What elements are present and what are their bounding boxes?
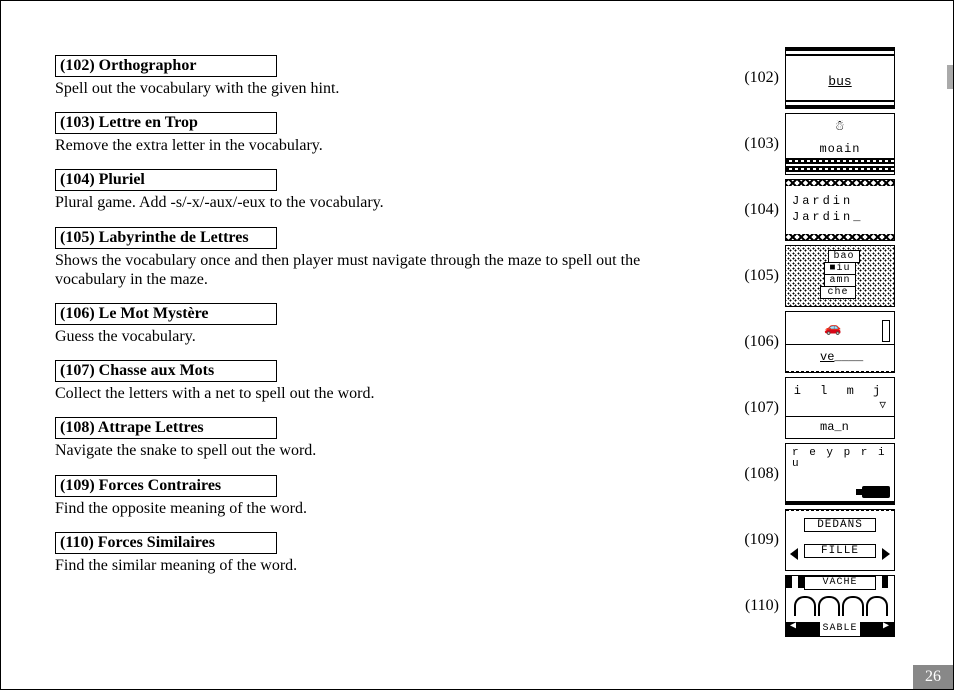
entries-column: (102) Orthographor Spell out the vocabul… — [55, 55, 675, 589]
net-icon: ▽ — [879, 398, 886, 412]
figure-label: (106) — [721, 333, 785, 351]
entry-desc: Plural game. Add -s/-x/-aux/-eux to the … — [55, 193, 675, 212]
letter-bank: i l m j — [786, 384, 894, 398]
figure-110: VACHE ◀ SABLE ▶ — [785, 575, 895, 637]
figure-104: Jardin Jardin_ — [785, 179, 895, 241]
entry-title: (105) Labyrinthe de Lettres — [55, 227, 277, 249]
figure-103: ☃ moain — [785, 113, 895, 175]
entry-desc: Navigate the snake to spell out the word… — [55, 441, 675, 460]
figure-row-104: (104) Jardin Jardin_ — [721, 177, 926, 243]
word-top: DEDANS — [804, 518, 876, 532]
entry-110: (110) Forces Similaires Find the similar… — [55, 532, 675, 575]
figure-label: (108) — [721, 465, 785, 483]
entry-title: (102) Orthographor — [55, 55, 277, 77]
figure-row-110: (110) VACHE ◀ SABLE ▶ — [721, 573, 926, 639]
bottom-bar: ◀ SABLE ▶ — [786, 622, 894, 636]
entry-title: (108) Attrape Lettres — [55, 417, 277, 439]
figure-word: moain — [786, 142, 894, 156]
figure-label: (107) — [721, 399, 785, 417]
word-top: VACHE — [804, 576, 876, 590]
entry-title: (109) Forces Contraires — [55, 475, 277, 497]
figure-row-107: (107) i l m j ▽ ma_n — [721, 375, 926, 441]
entry-title: (106) Le Mot Mystère — [55, 303, 277, 325]
entry-108: (108) Attrape Lettres Navigate the snake… — [55, 417, 675, 460]
figure-row-108: (108) r e y p r i u — [721, 441, 926, 507]
figure-word: ve____ — [820, 350, 863, 364]
figure-109: DEDANS FILLE — [785, 509, 895, 571]
entry-title: (103) Lettre en Trop — [55, 112, 277, 134]
ghost-icon: ☃ — [786, 118, 894, 135]
entry-desc: Shows the vocabulary once and then playe… — [55, 251, 675, 289]
page-number: 26 — [913, 665, 953, 689]
side-tab — [947, 65, 953, 89]
figure-row-109: (109) DEDANS FILLE — [721, 507, 926, 573]
figures-column: (102) bus (103) ☃ moain (104) — [721, 45, 926, 639]
figure-row-106: (106) 🚗 ve____ — [721, 309, 926, 375]
entry-desc: Find the similar meaning of the word. — [55, 556, 675, 575]
figure-label: (105) — [721, 267, 785, 285]
word-bottom: FILLE — [804, 544, 876, 558]
figure-word: ma_n — [820, 420, 849, 434]
entry-title: (107) Chasse aux Mots — [55, 360, 277, 382]
entry-desc: Spell out the vocabulary with the given … — [55, 79, 675, 98]
figure-label: (110) — [721, 597, 785, 615]
figure-word: bus — [786, 74, 894, 89]
figure-row-103: (103) ☃ moain — [721, 111, 926, 177]
figure-row-102: (102) bus — [721, 45, 926, 111]
maze-row: che — [820, 286, 856, 299]
car-icon: 🚗 — [824, 320, 841, 337]
figure-label: (103) — [721, 135, 785, 153]
manual-page: (102) Orthographor Spell out the vocabul… — [0, 0, 954, 690]
entry-103: (103) Lettre en Trop Remove the extra le… — [55, 112, 675, 155]
figure-label: (102) — [721, 69, 785, 87]
figure-line1: Jardin — [792, 194, 853, 208]
figure-107: i l m j ▽ ma_n — [785, 377, 895, 439]
entry-desc: Guess the vocabulary. — [55, 327, 675, 346]
entry-106: (106) Le Mot Mystère Guess the vocabular… — [55, 303, 675, 346]
entry-desc: Collect the letters with a net to spell … — [55, 384, 675, 403]
arrow-left-icon: ◀ — [790, 620, 797, 634]
entry-107: (107) Chasse aux Mots Collect the letter… — [55, 360, 675, 403]
figure-102: bus — [785, 47, 895, 109]
figure-label: (104) — [721, 201, 785, 219]
figure-105: bao ■iu amn che — [785, 245, 895, 307]
figure-row-105: (105) bao ■iu amn che — [721, 243, 926, 309]
figure-line2: Jardin_ — [792, 210, 863, 224]
entry-title: (104) Pluriel — [55, 169, 277, 191]
entry-desc: Remove the extra letter in the vocabular… — [55, 136, 675, 155]
entry-104: (104) Pluriel Plural game. Add -s/-x/-au… — [55, 169, 675, 212]
side-gauge — [882, 320, 890, 342]
word-bottom: SABLE — [820, 622, 859, 636]
entry-desc: Find the opposite meaning of the word. — [55, 499, 675, 518]
figure-108: r e y p r i u — [785, 443, 895, 505]
figure-106: 🚗 ve____ — [785, 311, 895, 373]
snake-icon — [862, 486, 890, 498]
entry-title: (110) Forces Similaires — [55, 532, 277, 554]
letter-bank: r e y p r i u — [792, 448, 887, 470]
entry-105: (105) Labyrinthe de Lettres Shows the vo… — [55, 227, 675, 289]
entry-109: (109) Forces Contraires Find the opposit… — [55, 475, 675, 518]
figure-label: (109) — [721, 531, 785, 549]
arrow-right-icon: ▶ — [883, 620, 890, 634]
entry-102: (102) Orthographor Spell out the vocabul… — [55, 55, 675, 98]
